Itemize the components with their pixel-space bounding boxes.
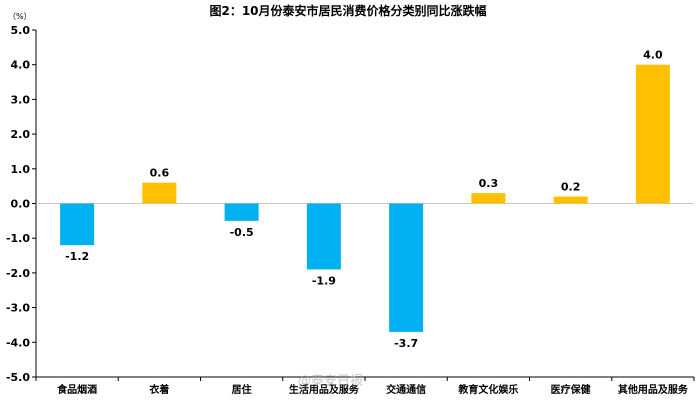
data-label: 0.6 xyxy=(150,167,170,180)
category-label: 居住 xyxy=(232,383,252,396)
y-tick-label: 2.0 xyxy=(11,128,31,141)
data-label: 4.0 xyxy=(643,49,663,62)
data-labels: -1.2 0.6 -0.5 -1.9 -3.7 0.3 0.2 4.0 xyxy=(65,49,663,350)
category-label: 食品烟酒 xyxy=(56,383,97,396)
category-label: 交通通信 xyxy=(386,383,426,396)
y-axis-unit: （%） xyxy=(8,12,32,21)
category-label: 医疗保健 xyxy=(551,383,591,396)
data-label: -1.2 xyxy=(65,250,89,263)
data-label: -1.9 xyxy=(312,274,336,287)
y-tick-label: -5.0 xyxy=(6,371,30,384)
bar xyxy=(471,193,506,204)
y-tick-label: -2.0 xyxy=(6,267,30,280)
category-label: 其他用品及服务 xyxy=(618,383,689,396)
bar xyxy=(60,203,95,246)
y-tick-label: -4.0 xyxy=(6,336,30,349)
bar xyxy=(389,203,424,332)
y-tick-label: -1.0 xyxy=(6,232,30,245)
y-tick-label: 5.0 xyxy=(11,24,31,37)
bar xyxy=(142,182,177,204)
bar xyxy=(224,203,259,221)
data-label: -3.7 xyxy=(394,337,418,350)
y-tick-label: -3.0 xyxy=(6,302,30,315)
data-label: 0.2 xyxy=(561,181,581,194)
data-label: 0.3 xyxy=(479,177,499,190)
bars xyxy=(60,64,670,332)
y-tick-label: 0.0 xyxy=(11,198,31,211)
watermark: @泰安日报 xyxy=(298,374,363,389)
y-tick-label: 4.0 xyxy=(11,59,31,72)
category-label: 生活用品及服务 xyxy=(289,383,360,396)
bar xyxy=(635,64,670,204)
category-label: 教育文化娱乐 xyxy=(457,383,518,396)
data-label: -0.5 xyxy=(230,226,254,239)
bar xyxy=(306,203,341,270)
chart-title: 图2：10月份泰安市居民消费价格分类别同比涨跌幅 xyxy=(209,3,486,18)
axes: 5.0 4.0 3.0 2.0 1.0 0.0 -1.0 -2.0 -3.0 -4.0 -5.0 食品… xyxy=(6,24,695,396)
category-label: 衣着 xyxy=(149,383,169,396)
bar xyxy=(553,196,588,204)
y-tick-label: 1.0 xyxy=(11,163,31,176)
y-tick-label: 3.0 xyxy=(11,93,31,106)
